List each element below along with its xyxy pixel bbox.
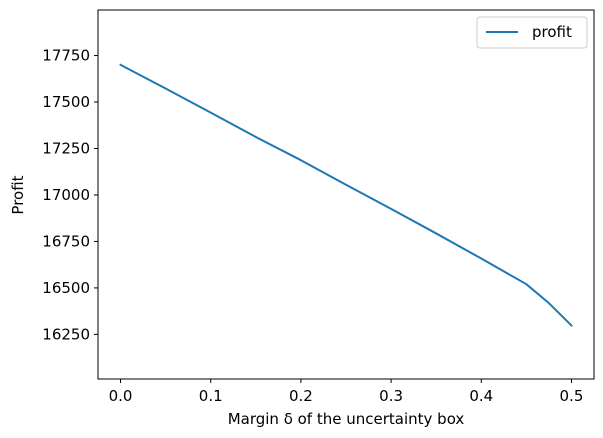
legend-box bbox=[476, 16, 588, 49]
y-tick-label: 16500 bbox=[42, 279, 90, 297]
series-line-profit bbox=[119, 63, 573, 327]
y-tick-label: 17500 bbox=[42, 93, 90, 111]
legend-label-profit: profit bbox=[532, 23, 572, 41]
x-tick-label: 0.3 bbox=[379, 387, 403, 405]
x-tick-label: 0.1 bbox=[199, 387, 223, 405]
y-axis-ticks: 16250 16500 16750 17000 17250 17500 17750 bbox=[42, 47, 98, 343]
x-tick-label: 0.2 bbox=[289, 387, 313, 405]
x-tick-label: 0.5 bbox=[560, 387, 584, 405]
plot-area bbox=[98, 10, 594, 379]
y-tick-label: 16250 bbox=[42, 325, 90, 343]
x-tick-label: 0.4 bbox=[469, 387, 493, 405]
x-axis-title: Margin δ of the uncertainty box bbox=[228, 410, 465, 428]
y-tick-label: 17000 bbox=[42, 186, 90, 204]
y-tick-label: 17250 bbox=[42, 139, 90, 157]
legend: profit bbox=[476, 16, 588, 49]
x-axis-ticks: 0.0 0.1 0.2 0.3 0.4 0.5 bbox=[109, 379, 584, 405]
y-tick-label: 16750 bbox=[42, 232, 90, 250]
y-tick-label: 17750 bbox=[42, 47, 90, 65]
y-axis-title: Profit bbox=[9, 175, 27, 214]
x-tick-label: 0.0 bbox=[109, 387, 133, 405]
plot-frame bbox=[97, 9, 595, 380]
series-layer bbox=[119, 63, 573, 327]
